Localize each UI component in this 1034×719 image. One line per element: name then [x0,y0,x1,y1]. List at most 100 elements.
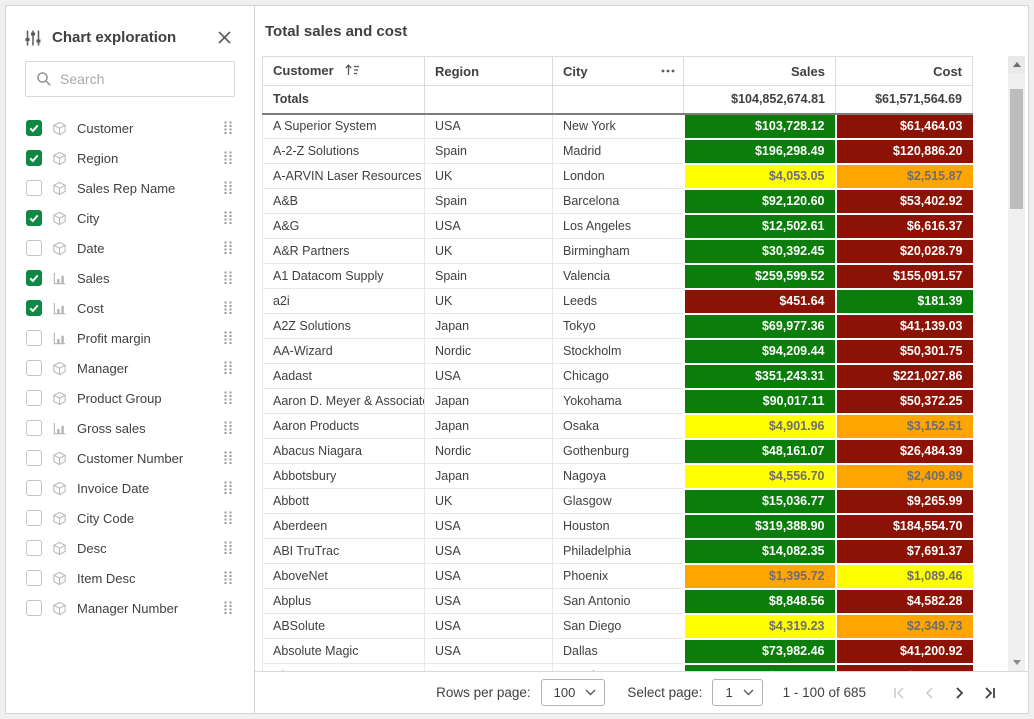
field-checkbox[interactable] [26,390,42,406]
cell-city[interactable]: Glasgow [552,488,684,514]
cell-sales[interactable]: $1,395.72 [682,563,836,590]
cell-customer[interactable]: A&R Partners [262,238,425,264]
cell-city[interactable]: Tokyo [552,313,684,339]
cell-cost[interactable]: $2,349.73 [834,613,973,640]
drag-handle-icon[interactable] [224,601,233,615]
cell-sales[interactable]: $69,977.36 [682,313,836,340]
cell-city[interactable]: Stockholm [552,338,684,364]
cell-region[interactable]: Japan [424,413,553,439]
scroll-up-button[interactable] [1008,56,1025,73]
cell-region[interactable]: USA [424,363,553,389]
cell-customer[interactable]: Aaron Products [262,413,425,439]
cell-customer[interactable]: Abacus Niagara [262,438,425,464]
cell-city[interactable]: Osaka [552,413,684,439]
last-page-button[interactable] [974,679,1004,707]
cell-region[interactable]: USA [424,213,553,239]
field-checkbox[interactable] [26,210,42,226]
cell-region[interactable]: Nordic [424,338,553,364]
cell-customer[interactable]: A&B [262,188,425,214]
select-page-select[interactable]: 1 [712,679,763,706]
cell-city[interactable]: San Diego [552,613,684,639]
cell-customer[interactable]: A Superior System [262,113,425,139]
cell-region[interactable]: Japan [424,463,553,489]
cell-cost[interactable]: $53,402.92 [834,188,973,215]
cell-customer[interactable]: Abstract [262,663,425,671]
cell-sales[interactable]: $73,982.46 [682,638,836,665]
field-list-item[interactable]: Item Desc [6,563,254,593]
column-header-customer[interactable]: Customer [262,56,425,86]
cell-sales[interactable]: $92,120.60 [682,188,836,215]
drag-handle-icon[interactable] [224,361,233,375]
cell-customer[interactable]: A-ARVIN Laser Resources [262,163,425,189]
cell-cost[interactable]: $221,027.86 [834,363,973,390]
cell-region[interactable]: USA [424,563,553,589]
drag-handle-icon[interactable] [224,211,233,225]
column-header-cost[interactable]: Cost [835,56,973,86]
field-list-item[interactable]: Product Group [6,383,254,413]
field-list-item[interactable]: Sales Rep Name [6,173,254,203]
cell-cost[interactable]: $50,301.75 [834,338,973,365]
cell-cost[interactable]: $3,152.51 [834,413,973,440]
cell-cost[interactable]: $26,484.39 [834,438,973,465]
cell-sales[interactable]: $351,243.31 [682,363,836,390]
drag-handle-icon[interactable] [224,451,233,465]
cell-sales[interactable]: $451.64 [682,288,836,315]
cell-cost[interactable]: $4,582.28 [834,588,973,615]
drag-handle-icon[interactable] [224,241,233,255]
drag-handle-icon[interactable] [224,571,233,585]
cell-customer[interactable]: Abbott [262,488,425,514]
cell-customer[interactable]: AA-Wizard [262,338,425,364]
cell-sales[interactable]: $8,848.56 [682,588,836,615]
search-box[interactable] [25,61,235,97]
field-list-item[interactable]: Desc [6,533,254,563]
cell-city[interactable]: Los Angeles [552,213,684,239]
rows-per-page-select[interactable]: 100 [540,679,606,706]
field-list-item[interactable]: Gross sales [6,413,254,443]
drag-handle-icon[interactable] [224,541,233,555]
cell-cost[interactable]: $41,139.03 [834,313,973,340]
cell-sales[interactable]: $14,082.35 [682,538,836,565]
drag-handle-icon[interactable] [224,331,233,345]
cell-sales[interactable]: $4,053.05 [682,163,836,190]
cell-customer[interactable]: Absolute Magic [262,638,425,664]
scroll-down-button[interactable] [1008,654,1025,671]
field-list-item[interactable]: City Code [6,503,254,533]
column-header-sales[interactable]: Sales [683,56,836,86]
cell-region[interactable]: USA [424,613,553,639]
cell-cost[interactable]: $120,886.20 [834,138,973,165]
cell-cost[interactable]: $2,515.87 [834,163,973,190]
drag-handle-icon[interactable] [224,151,233,165]
field-list-item[interactable]: Manager [6,353,254,383]
cell-cost[interactable]: $50,372.25 [834,388,973,415]
cell-customer[interactable]: Abplus [262,588,425,614]
field-checkbox[interactable] [26,150,42,166]
cell-sales[interactable]: $4,901.96 [682,413,836,440]
field-checkbox[interactable] [26,270,42,286]
cell-region[interactable]: Spain [424,263,553,289]
cell-region[interactable]: UK [424,488,553,514]
cell-city[interactable]: Gothenburg [552,438,684,464]
vertical-scrollbar[interactable] [1008,56,1025,671]
cell-sales[interactable]: $9,848.48 [682,663,836,671]
cell-city[interactable]: Madrid [552,138,684,164]
scrollbar-thumb[interactable] [1010,89,1023,209]
cell-customer[interactable]: A2Z Solutions [262,313,425,339]
cell-cost[interactable]: $61,464.03 [834,113,973,140]
cell-region[interactable]: Japan [424,388,553,414]
field-list-item[interactable]: Sales [6,263,254,293]
cell-city[interactable]: New York [552,113,684,139]
field-list-item[interactable]: Cost [6,293,254,323]
cell-sales[interactable]: $90,017.11 [682,388,836,415]
cell-cost[interactable]: $20,028.79 [834,238,973,265]
field-checkbox[interactable] [26,180,42,196]
cell-city[interactable]: Valencia [552,263,684,289]
cell-sales[interactable]: $94,209.44 [682,338,836,365]
cell-region[interactable]: UK [424,288,553,314]
column-header-region[interactable]: Region [424,56,553,86]
drag-handle-icon[interactable] [224,421,233,435]
cell-sales[interactable]: $319,388.90 [682,513,836,540]
cell-customer[interactable]: a2i [262,288,425,314]
drag-handle-icon[interactable] [224,121,233,135]
field-list-item[interactable]: Invoice Date [6,473,254,503]
first-page-button[interactable] [884,679,914,707]
